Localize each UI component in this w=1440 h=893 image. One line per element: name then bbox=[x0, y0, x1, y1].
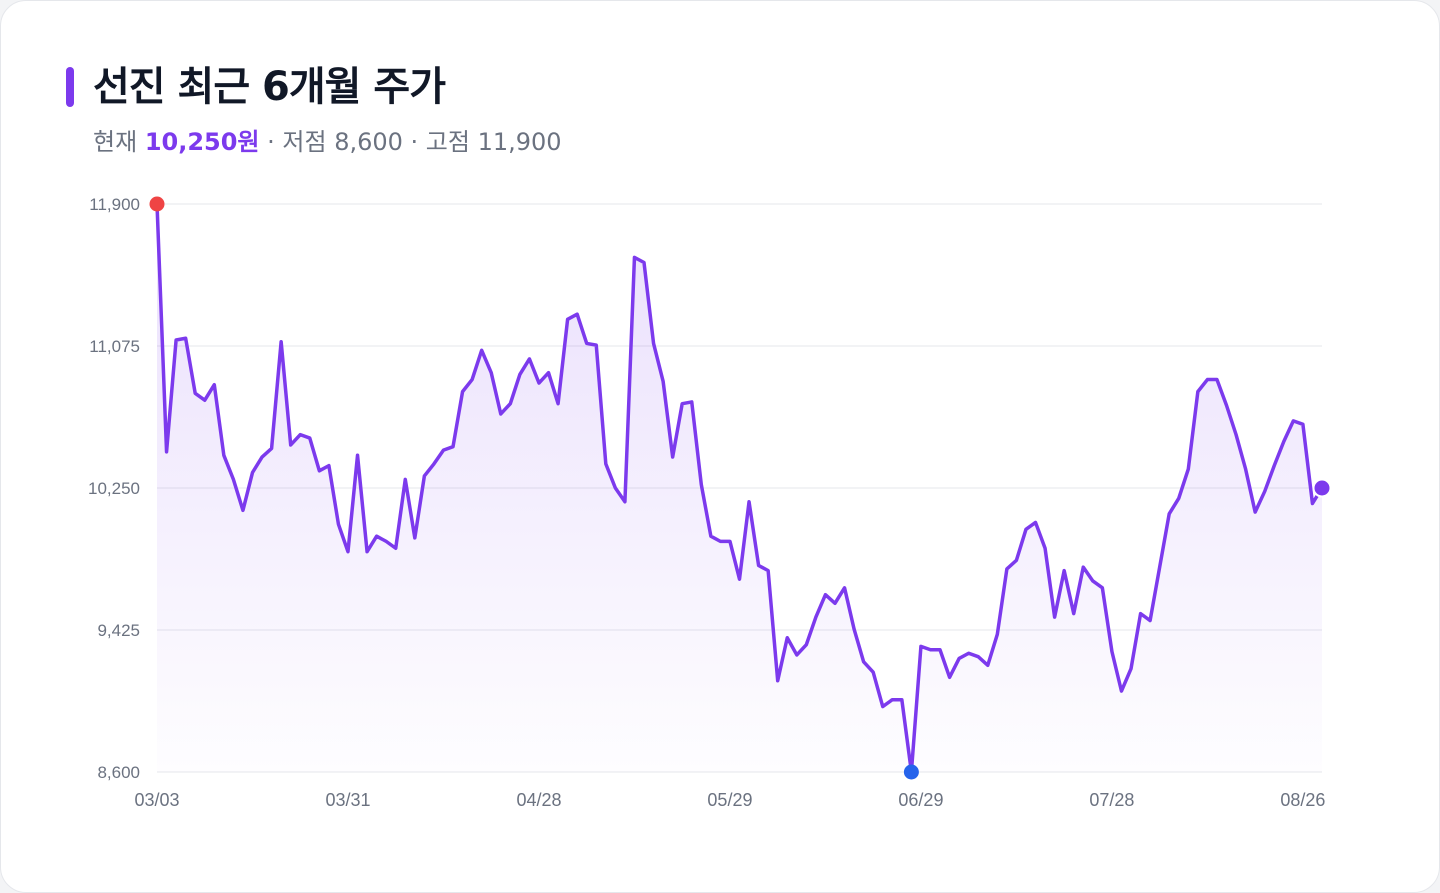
x-tick-label: 04/28 bbox=[516, 790, 561, 810]
current-label: 현재 bbox=[93, 128, 138, 156]
y-tick-label: 10,250 bbox=[88, 479, 140, 498]
x-tick-label: 03/31 bbox=[325, 790, 370, 810]
high-point-marker bbox=[149, 196, 165, 212]
x-tick-label: 05/29 bbox=[707, 790, 752, 810]
price-line bbox=[155, 202, 1324, 774]
chart-title: 선진 최근 6개월 주가 bbox=[93, 64, 446, 110]
price-summary: 현재 10,250원 · 저점 8,600 · 고점 11,900 bbox=[93, 125, 562, 159]
marker-layer bbox=[149, 196, 1332, 780]
current-price: 10,250원 bbox=[144, 128, 260, 156]
current-point-marker bbox=[1312, 478, 1332, 498]
y-tick-label: 8,600 bbox=[97, 763, 140, 782]
title-accent-bar bbox=[66, 67, 74, 107]
x-tick-label: 07/28 bbox=[1089, 790, 1134, 810]
x-tick-label: 08/26 bbox=[1280, 790, 1325, 810]
x-tick-label: 06/29 bbox=[898, 790, 943, 810]
y-tick-label: 11,900 bbox=[89, 195, 140, 214]
high-price: · 고점 11,900 bbox=[402, 128, 562, 156]
price-area bbox=[157, 204, 1322, 772]
low-point-marker bbox=[903, 764, 919, 780]
y-tick-label: 9,425 bbox=[97, 621, 140, 640]
y-axis-ticks: 11,900 11,075 10,250 9,425 8,600 bbox=[88, 195, 140, 782]
x-axis-ticks: 03/03 03/31 04/28 05/29 06/29 07/28 08/26 bbox=[134, 790, 1325, 810]
y-tick-label: 11,075 bbox=[89, 337, 140, 356]
x-tick-label: 03/03 bbox=[134, 790, 179, 810]
low-price: · 저점 8,600 bbox=[259, 128, 403, 156]
